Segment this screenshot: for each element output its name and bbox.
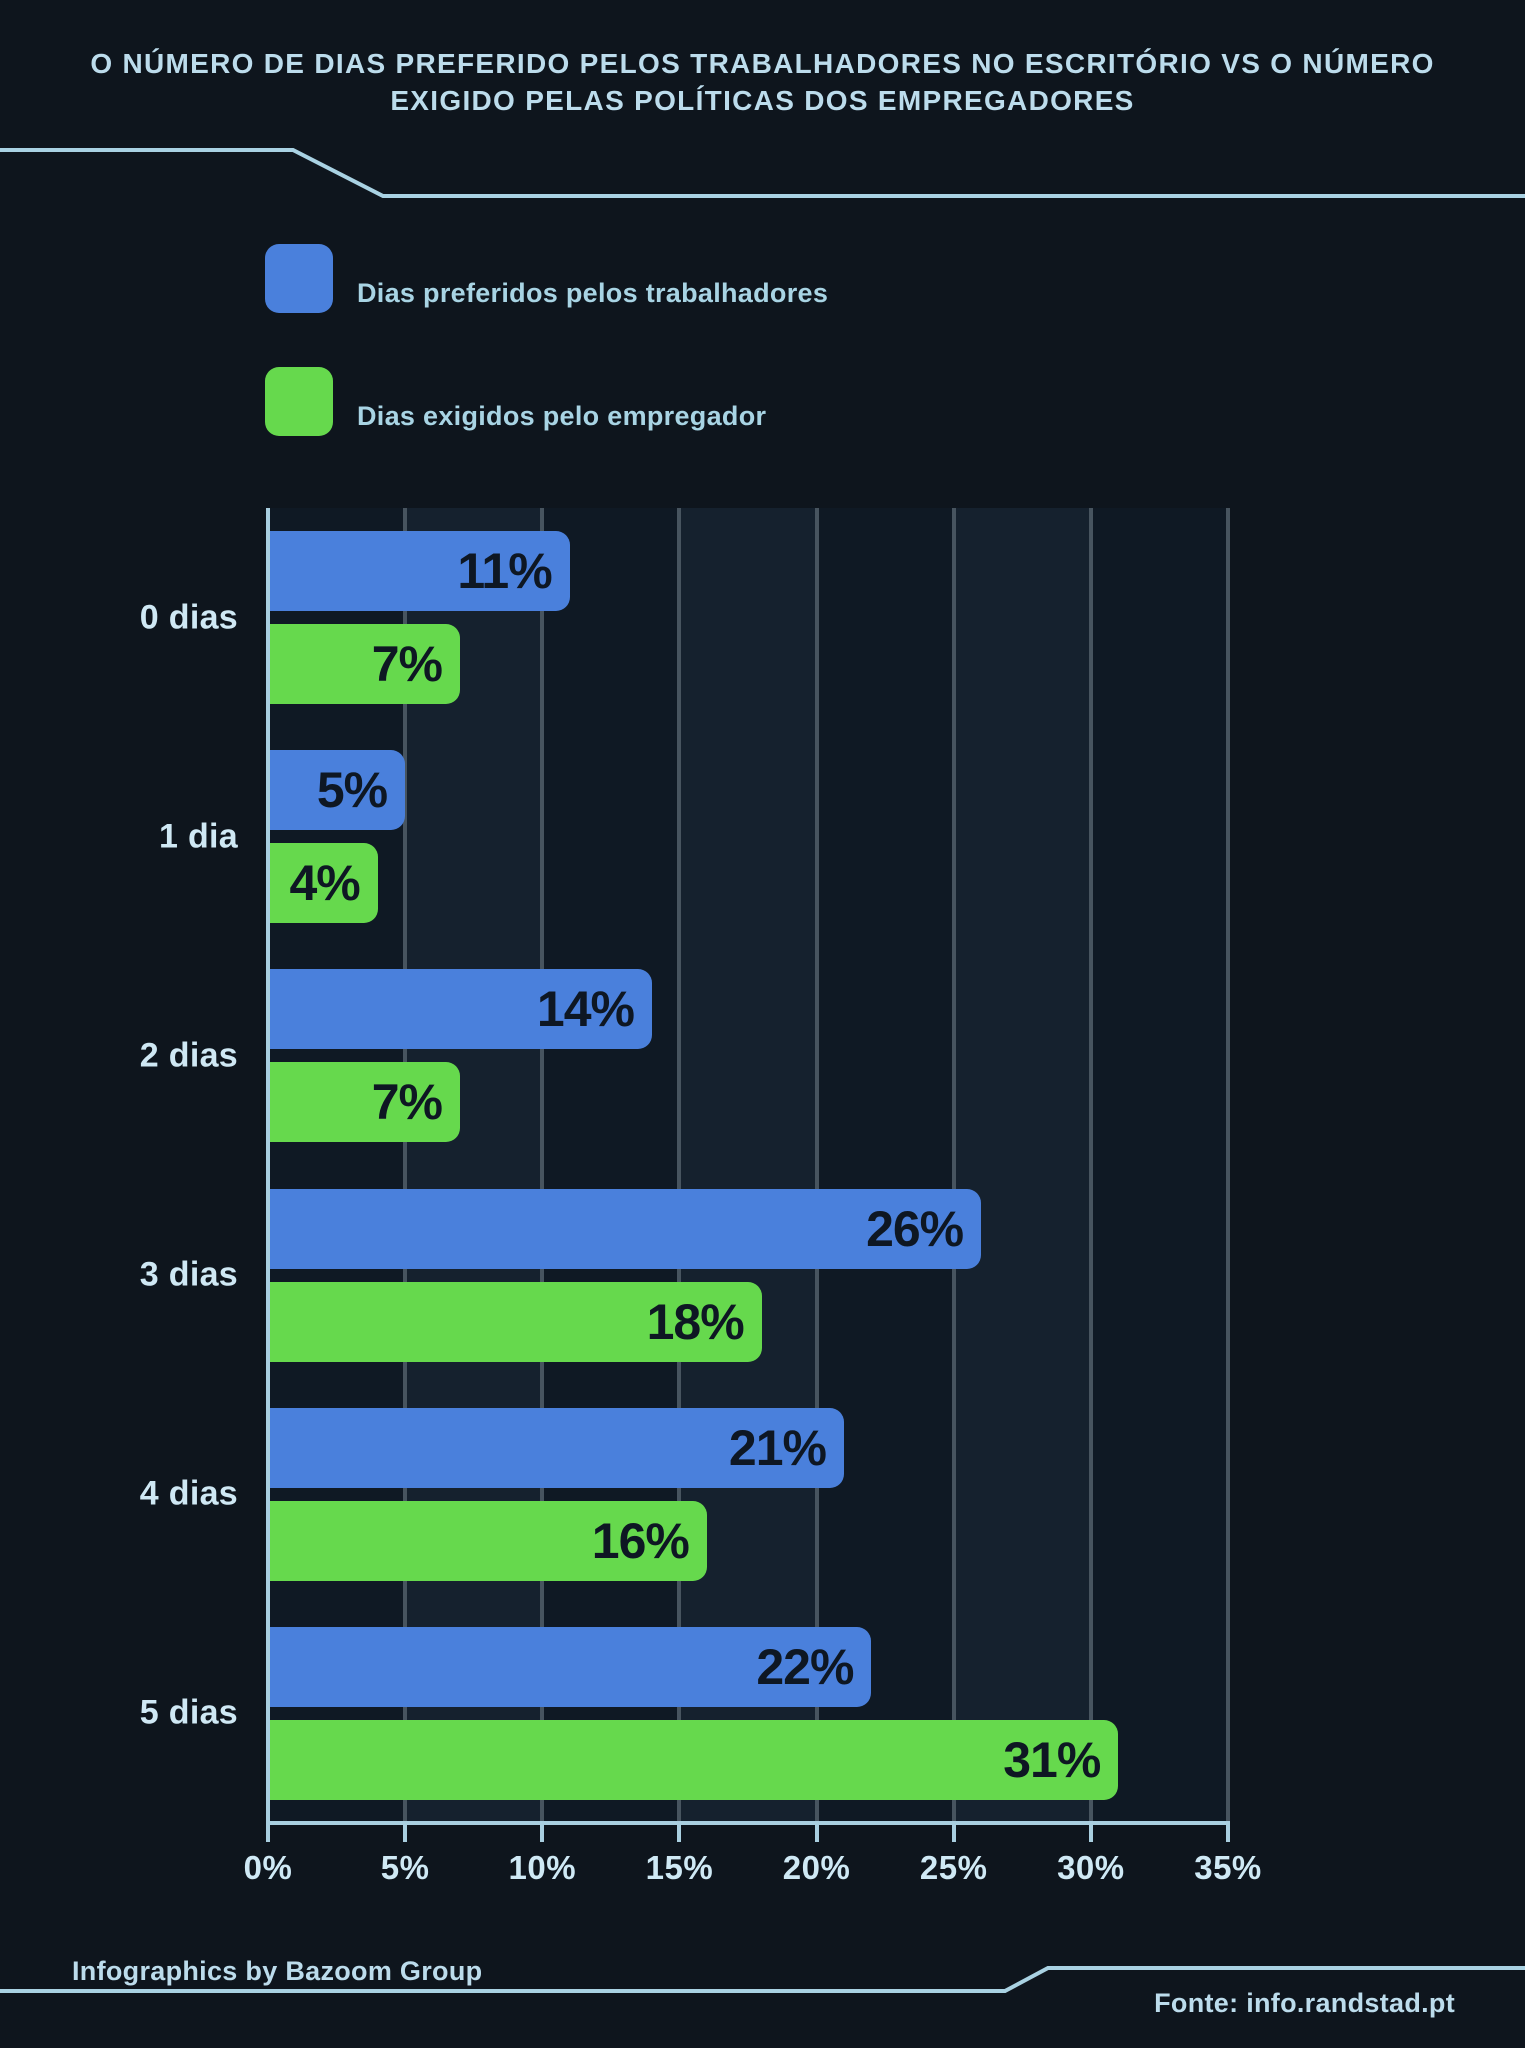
x-axis-tick-label: 30% [1057,1849,1125,1886]
plot-column-band [268,508,406,1823]
legend-swatch-green-icon [265,367,333,436]
bar-chart-plot-area: 0 dias 11% 7% 1 dia 5% 4% 2 dias 14% 7% 3 dias 26%… [140,508,1261,1886]
bar-value-label: 26% [866,1200,964,1257]
legend-label-required: Dias exigidos pelo empregador [357,401,767,431]
bar-value-label: 11% [457,543,552,600]
bar-value-label: 16% [591,1512,690,1569]
category-label: 1 dia [159,817,238,856]
x-axis-tick [677,1825,682,1842]
bar-1-dia: 5% [268,750,406,831]
x-axis-tick-label: 15% [645,1849,714,1886]
x-axis-tick-label: 0% [243,1849,293,1886]
category-label: 0 dias [139,598,238,637]
legend-label-preferred: Dias preferidos pelos trabalhadores [357,278,829,308]
gridline-30pct [1088,508,1093,1823]
source-text: Fonte: info.randstad.pt [1154,1988,1455,2018]
bar-value-label: 4% [289,855,360,912]
gridline-5pct [403,508,408,1823]
x-axis-tick [1088,1825,1093,1842]
bar-2-dias: 14% [268,969,652,1050]
category-label: 3 dias [139,1255,238,1294]
plot-column-band [816,508,954,1823]
bar-value-label: 5% [316,762,388,819]
x-axis-tick-label: 5% [380,1849,430,1886]
plot-column-band [1090,508,1228,1823]
legend-swatch-blue-icon [265,244,333,313]
bar-rows: 0 dias 11% 7% 1 dia 5% 4% 2 dias 14% 7% 3 dias 26%… [140,508,1228,1823]
bar-value-label: 22% [756,1638,854,1695]
x-axis-tick-label: 20% [782,1849,851,1886]
y-axis-line [266,508,270,1823]
bar-value-label: 31% [1003,1731,1101,1788]
bar-3-dias: 26% [268,1188,982,1269]
plot-column-band [405,508,543,1823]
bar-group-1-dia: 1 dia 5% 4% [159,727,1228,946]
bar-2-dias: 7% [268,1062,460,1143]
plot-column-band [542,508,680,1823]
bar-5-dias: 22% [268,1626,872,1707]
x-axis-tick [814,1825,819,1842]
bar-value-label: 14% [536,981,635,1038]
category-label: 5 dias [139,1693,238,1732]
bar-4-dias: 21% [268,1407,844,1488]
x-axis-tick [540,1825,545,1842]
x-axis-tick [951,1825,956,1842]
plot-column-band [953,508,1091,1823]
page-title: O NÚMERO DE DIAS PREFERIDO PELOS TRABALH… [90,48,1435,116]
bar-value-label: 7% [371,1074,443,1131]
bar-group-2-dias: 2 dias 14% 7% [140,946,1228,1165]
x-axis-tick [1226,1825,1230,1842]
bar-group-3-dias: 3 dias 26% 18% [140,1166,1228,1385]
gridline-25pct [951,508,956,1823]
bar-value-label: 21% [728,1419,827,1476]
bar-0-dias: 7% [268,624,460,705]
x-axis-tick [403,1825,408,1842]
chart-legend: Dias preferidos pelos trabalhadores Dias… [265,244,828,490]
gridline-10pct [540,508,545,1823]
bar-group-0-dias: 0 dias 11% 7% [140,508,1228,727]
category-label: 2 dias [139,1036,238,1075]
bar-0-dias: 11% [268,531,570,612]
legend-item-required: Dias exigidos pelo empregador [265,367,828,436]
x-axis-tick [266,1825,270,1842]
x-axis-tick-label: 10% [508,1849,577,1886]
bar-4-dias: 16% [268,1500,707,1581]
legend-item-preferred: Dias preferidos pelos trabalhadores [265,244,828,313]
x-axis-line [266,1821,1230,1825]
gridline-15pct [677,508,682,1823]
plot-column-band [679,508,817,1823]
x-axis-tick-label: 35% [1194,1849,1262,1886]
bar-group-5-dias: 5 dias 22% 31% [140,1604,1228,1823]
bar-5-dias: 31% [268,1719,1119,1800]
bar-value-label: 7% [371,636,443,693]
bar-1-dia: 4% [268,843,378,924]
bar-3-dias: 18% [268,1281,762,1362]
x-axis-tick-label: 25% [919,1849,988,1886]
bar-value-label: 18% [646,1293,745,1350]
gridline-35pct [1226,508,1230,1823]
bar-group-4-dias: 4 dias 21% 16% [140,1385,1228,1604]
credit-text: Infographics by Bazoom Group [72,1956,483,1986]
category-label: 4 dias [139,1474,238,1513]
gridline-20pct [814,508,819,1823]
